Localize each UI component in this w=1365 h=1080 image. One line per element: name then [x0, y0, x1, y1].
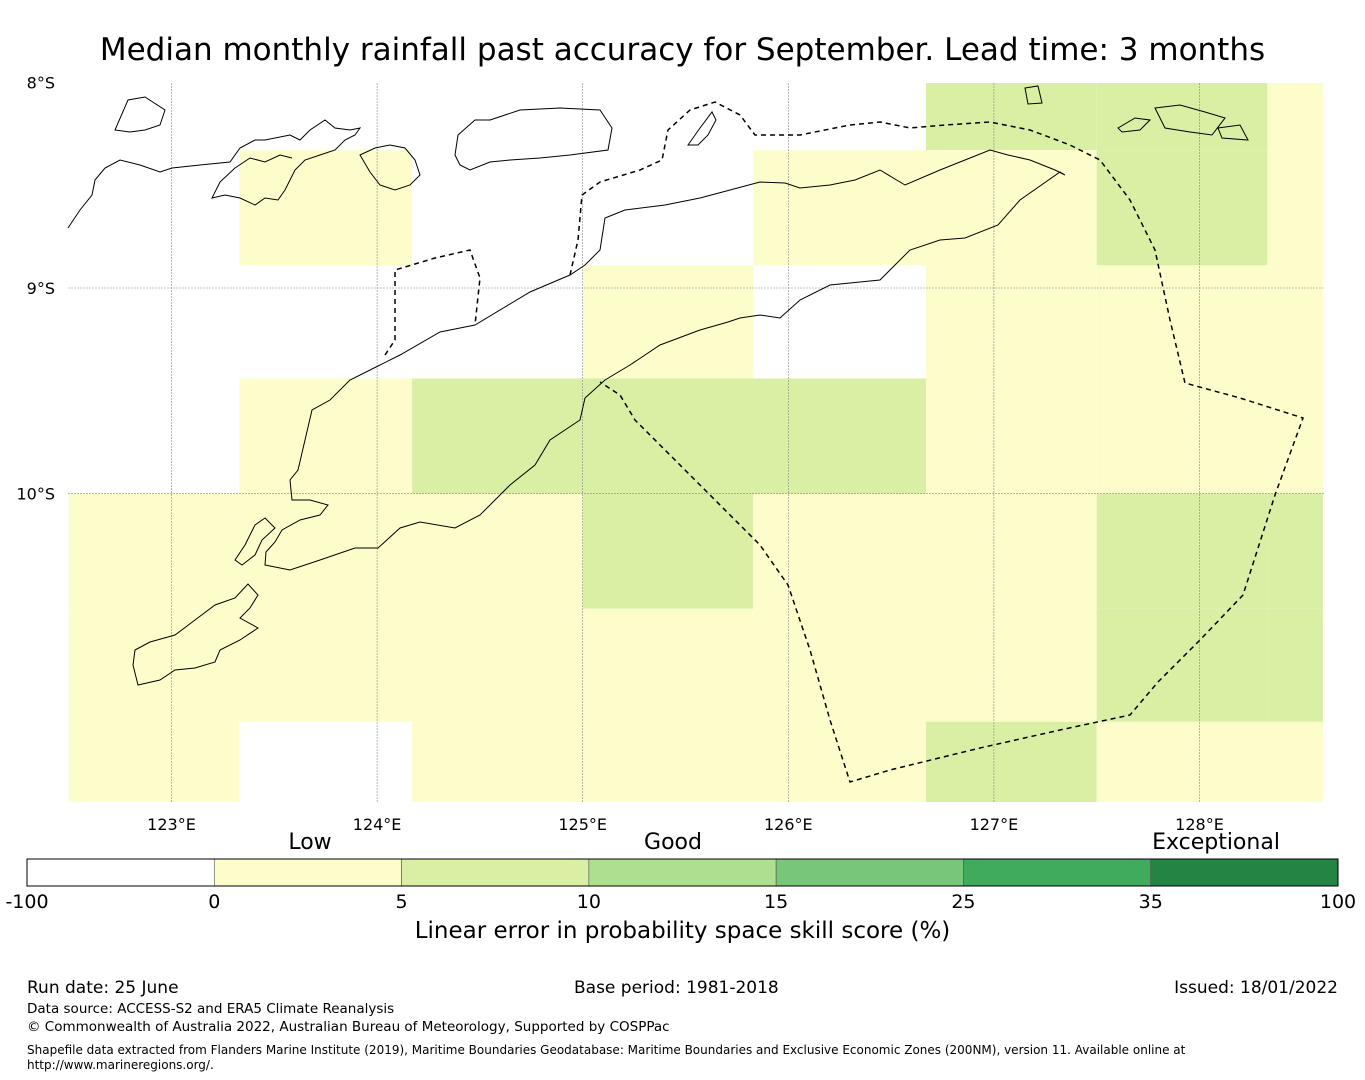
skill-cell-39: [753, 721, 927, 802]
base-period: Base period: 1981-2018: [574, 978, 779, 998]
skill-cell-31: [582, 608, 754, 722]
skill-cell-30: [412, 608, 583, 722]
skill-cell-5: [1267, 83, 1323, 151]
skill-cell-19: [1267, 378, 1323, 494]
skill-cell-12: [1267, 265, 1323, 379]
colorbar: -100 0 5 10 15 25 35 100: [5, 858, 1356, 913]
alor-coastline: [454, 107, 613, 171]
tanimbar-islands: [1024, 85, 1249, 141]
timor-coastline: [264, 149, 1066, 571]
skill-cell-11: [1096, 265, 1268, 379]
colorbar-segment: [775, 858, 964, 887]
skill-cell-9: [582, 265, 754, 379]
skill-cell-8: [1267, 150, 1323, 266]
copyright: © Commonwealth of Australia 2022, Austra…: [27, 1019, 670, 1035]
colorbar-tick-label: 100: [1320, 891, 1356, 913]
run-date: Run date: 25 June: [27, 978, 179, 998]
colorbar-segment: [588, 858, 777, 887]
skill-cell-37: [412, 721, 583, 802]
skill-cell-28: [68, 608, 240, 722]
skill-cell-23: [582, 493, 754, 609]
skill-cell-27: [1267, 493, 1323, 609]
skill-cell-15: [582, 378, 754, 494]
skill-cell-4: [1096, 83, 1268, 151]
colorbar-tick-label: 25: [951, 891, 975, 913]
colorbar-segment: [26, 858, 215, 887]
lon-tick-label: 128°E: [1175, 815, 1224, 834]
category-label-good: Good: [644, 830, 702, 855]
flores-coastline: [67, 119, 362, 229]
colorbar-frame: [26, 858, 1339, 887]
skill-cell-2: [753, 150, 927, 266]
skill-cell-13: [239, 378, 413, 494]
lon-tick-label: 126°E: [764, 815, 813, 834]
skill-cell-10: [926, 265, 1097, 379]
skill-cell-0: [239, 150, 413, 266]
colorbar-segment: [213, 858, 402, 887]
skill-cell-24: [753, 493, 927, 609]
data-source: Data source: ACCESS-S2 and ERA5 Climate …: [27, 1001, 395, 1017]
skill-cell-14: [412, 378, 583, 494]
lon-tick-label: 124°E: [353, 815, 402, 834]
graticule: [68, 83, 1324, 802]
map-title: Median monthly rainfall past accuracy fo…: [99, 32, 1266, 68]
lat-tick-label: 10°S: [16, 485, 55, 504]
skill-cell-29: [239, 608, 413, 722]
skill-cell-33: [926, 608, 1097, 722]
colorbar-tick-label: 5: [396, 891, 408, 913]
ndao-coastline: [234, 517, 276, 566]
skill-cell-22: [412, 493, 583, 609]
issued-date: Issued: 18/01/2022: [1174, 978, 1338, 998]
lon-tick-label: 127°E: [970, 815, 1019, 834]
pantar-coastline: [359, 144, 421, 191]
skill-cell-7: [1096, 150, 1268, 266]
skill-cell-18: [1096, 378, 1268, 494]
colorbar-title: Linear error in probability space skill …: [414, 918, 951, 944]
north-island-coastline: [114, 96, 166, 133]
lat-tick-label: 8°S: [27, 73, 55, 92]
lat-tick-label: 9°S: [27, 279, 55, 298]
skill-cell-3: [926, 83, 1097, 151]
colorbar-tick-label: 0: [208, 891, 220, 913]
skill-cell-35: [1267, 608, 1323, 722]
skill-cell-6: [926, 150, 1097, 266]
skill-cell-41: [1096, 721, 1268, 802]
shapefile-credit: Shapefile data extracted from Flanders M…: [27, 1043, 1186, 1057]
maritime-boundary: [384, 101, 1304, 783]
lon-tick-label: 123°E: [147, 815, 196, 834]
rote-coastline: [132, 583, 259, 686]
skill-cells: [68, 83, 1323, 802]
atauro-coastline: [687, 111, 717, 146]
skill-cell-16: [753, 378, 927, 494]
category-label-low: Low: [288, 830, 332, 855]
colorbar-tick-label: 15: [764, 891, 788, 913]
skill-cell-42: [1267, 721, 1323, 802]
shapefile-url: http://www.marineregions.org/.: [27, 1058, 214, 1072]
colorbar-segment: [963, 858, 1152, 887]
axis-ticks: 8°S 9°S 10°S 123°E 124°E 125°E 126°E 127°E 128°E: [16, 73, 1223, 834]
colorbar-tick-label: -100: [5, 891, 48, 913]
skill-cell-21: [239, 493, 413, 609]
skill-cell-1: [412, 150, 583, 266]
skill-cell-32: [753, 608, 927, 722]
skill-cell-38: [582, 721, 754, 802]
category-label-exceptional: Exceptional: [1152, 830, 1280, 855]
colorbar-tick-label: 10: [577, 891, 601, 913]
skill-cell-40: [926, 721, 1097, 802]
skill-cell-26: [1096, 493, 1268, 609]
skill-cell-17: [926, 378, 1097, 494]
skill-cell-36: [68, 721, 240, 802]
colorbar-segment: [1150, 858, 1339, 887]
coastline: [67, 85, 1304, 783]
skill-cell-20: [68, 493, 240, 609]
skill-cell-34: [1096, 608, 1268, 722]
skill-cell-25: [926, 493, 1097, 609]
lon-tick-label: 125°E: [558, 815, 607, 834]
colorbar-segment: [401, 858, 590, 887]
colorbar-tick-label: 35: [1139, 891, 1163, 913]
